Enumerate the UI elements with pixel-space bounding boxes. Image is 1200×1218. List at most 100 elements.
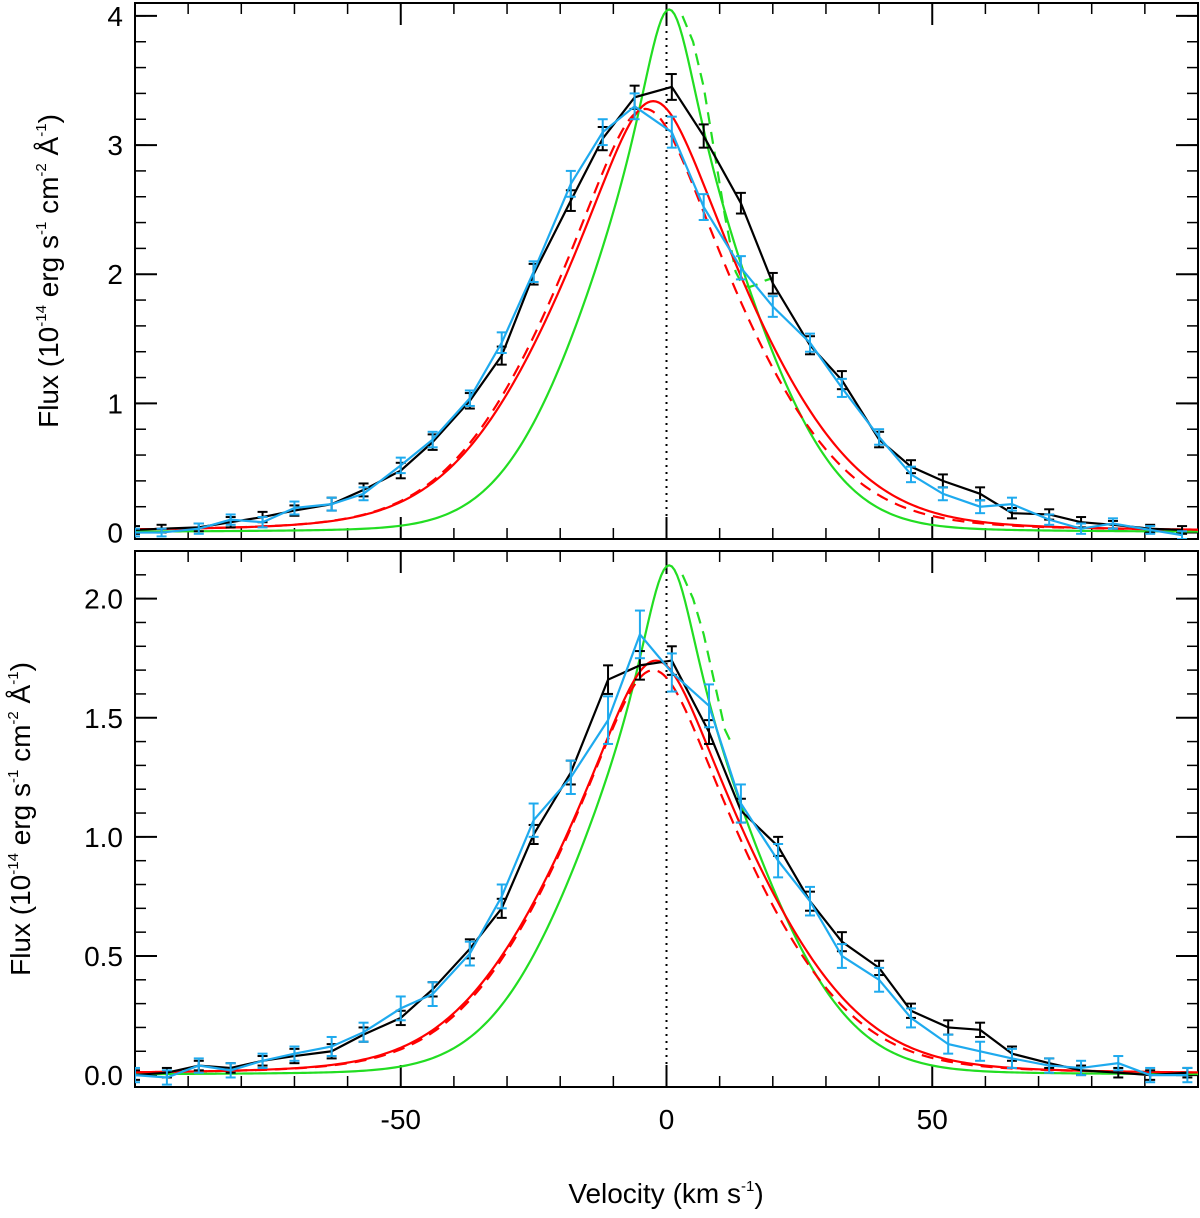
y-tick-label: 2.0 (84, 584, 123, 615)
series-line-green-dashed (681, 15, 774, 289)
error-bar (905, 465, 916, 484)
error-bar (735, 191, 746, 215)
y-tick-label: 0.0 (84, 1060, 123, 1091)
error-bar (289, 500, 300, 516)
x-tick-label: 0 (659, 1104, 675, 1135)
error-bar (225, 1062, 236, 1079)
error-bar (358, 1021, 369, 1043)
series-line-green-dashed (681, 574, 734, 747)
error-bar (704, 683, 715, 729)
top-panel-series (135, 3, 1198, 539)
top-y-axis-title: Flux (10-14 erg s-1 cm-2 Å-1) (33, 114, 64, 428)
error-bar (395, 995, 406, 1022)
error-bar (629, 92, 640, 121)
top-panel: 0 1 2 3 4 Flux (10-14 erg s-1 cm-2 Å-1) (33, 1, 1199, 549)
error-bar (943, 1033, 954, 1055)
y-tick-label: 2 (107, 259, 123, 290)
error-bar (225, 513, 236, 526)
error-bar (836, 943, 847, 969)
error-bar (905, 1007, 916, 1029)
error-bar (1006, 496, 1017, 512)
error-bar (193, 1057, 204, 1074)
bottom-panel-series (135, 551, 1198, 1087)
error-bar (1044, 513, 1055, 526)
x-tick-label: 50 (917, 1104, 948, 1135)
series-line-black-observed (135, 659, 1188, 1077)
y-tick-label: 0 (107, 518, 123, 549)
error-bar (735, 255, 746, 281)
error-bar (528, 260, 539, 283)
series-line-red-model-dashed (135, 669, 1198, 1074)
error-bar (836, 377, 847, 398)
bottom-y-axis-title: Flux (10-14 erg s-1 cm-2 Å-1) (5, 662, 36, 976)
error-bar (1107, 517, 1118, 530)
x-axis-title: Velocity (km s-1) (568, 1178, 763, 1209)
y-tick-label: 4 (107, 1, 123, 32)
error-bar (257, 516, 268, 529)
error-bar (805, 885, 816, 917)
error-bar (156, 527, 167, 538)
error-bar (1145, 525, 1156, 535)
y-tick-label: 1.5 (84, 703, 123, 734)
x-tick-label: -50 (381, 1104, 421, 1135)
error-bar (1145, 1066, 1156, 1084)
error-bar (427, 430, 438, 449)
error-bar (698, 193, 709, 221)
error-bar (1113, 1055, 1124, 1072)
error-bar (496, 883, 507, 910)
error-bar (1006, 1047, 1017, 1069)
y-tick-label: 1 (107, 388, 123, 419)
error-bar (565, 759, 576, 795)
error-bar (735, 783, 746, 824)
error-bar (1044, 1057, 1055, 1074)
error-bar (975, 499, 986, 515)
top-panel-ticks: 0 1 2 3 4 (107, 1, 1198, 549)
error-bar (326, 1035, 337, 1058)
y-tick-label: 1.0 (84, 822, 123, 853)
bottom-panel-ticks: 0.0 0.5 1.0 1.5 2.0 -50 0 50 (84, 551, 1198, 1135)
error-bar (805, 332, 816, 353)
error-bar (767, 271, 778, 295)
error-bar (698, 123, 709, 149)
error-bar (496, 331, 507, 355)
error-bar (257, 1052, 268, 1069)
error-bar (395, 456, 406, 475)
error-bar (937, 473, 948, 489)
y-tick-label: 3 (107, 130, 123, 161)
series-line-green-intrinsic (135, 564, 1198, 1076)
error-bar (666, 652, 677, 693)
error-bar (666, 73, 677, 101)
error-bar (464, 389, 475, 407)
error-bar (937, 486, 948, 502)
series-line-blue-observed (135, 104, 1183, 537)
error-bar (135, 1069, 140, 1081)
error-bar (773, 843, 784, 879)
error-bar (1076, 1059, 1087, 1077)
error-bar (975, 1040, 986, 1062)
error-bar (603, 664, 614, 695)
series-line-blue-observed (135, 632, 1188, 1079)
error-bar (666, 115, 677, 149)
error-bar (1177, 530, 1188, 539)
error-bar (1182, 1066, 1193, 1084)
error-bar (1076, 522, 1087, 535)
error-bar (358, 486, 369, 502)
error-bar (975, 1021, 986, 1038)
error-bar (874, 966, 885, 993)
error-bar (464, 940, 475, 967)
error-bar (767, 295, 778, 318)
error-bar (135, 525, 140, 535)
error-bar (528, 802, 539, 838)
error-bar (289, 1045, 300, 1062)
error-bar (874, 428, 885, 446)
error-bar (193, 522, 204, 535)
error-bar (603, 695, 614, 745)
error-bar (565, 169, 576, 198)
error-bar (135, 1066, 140, 1084)
y-tick-label: 0.5 (84, 941, 123, 972)
error-bar (975, 486, 986, 502)
error-bar (326, 496, 337, 512)
bottom-panel: 0.0 0.5 1.0 1.5 2.0 -50 0 50 Flux (10-14 erg s-… (5, 550, 1199, 1209)
error-bar (135, 527, 140, 538)
